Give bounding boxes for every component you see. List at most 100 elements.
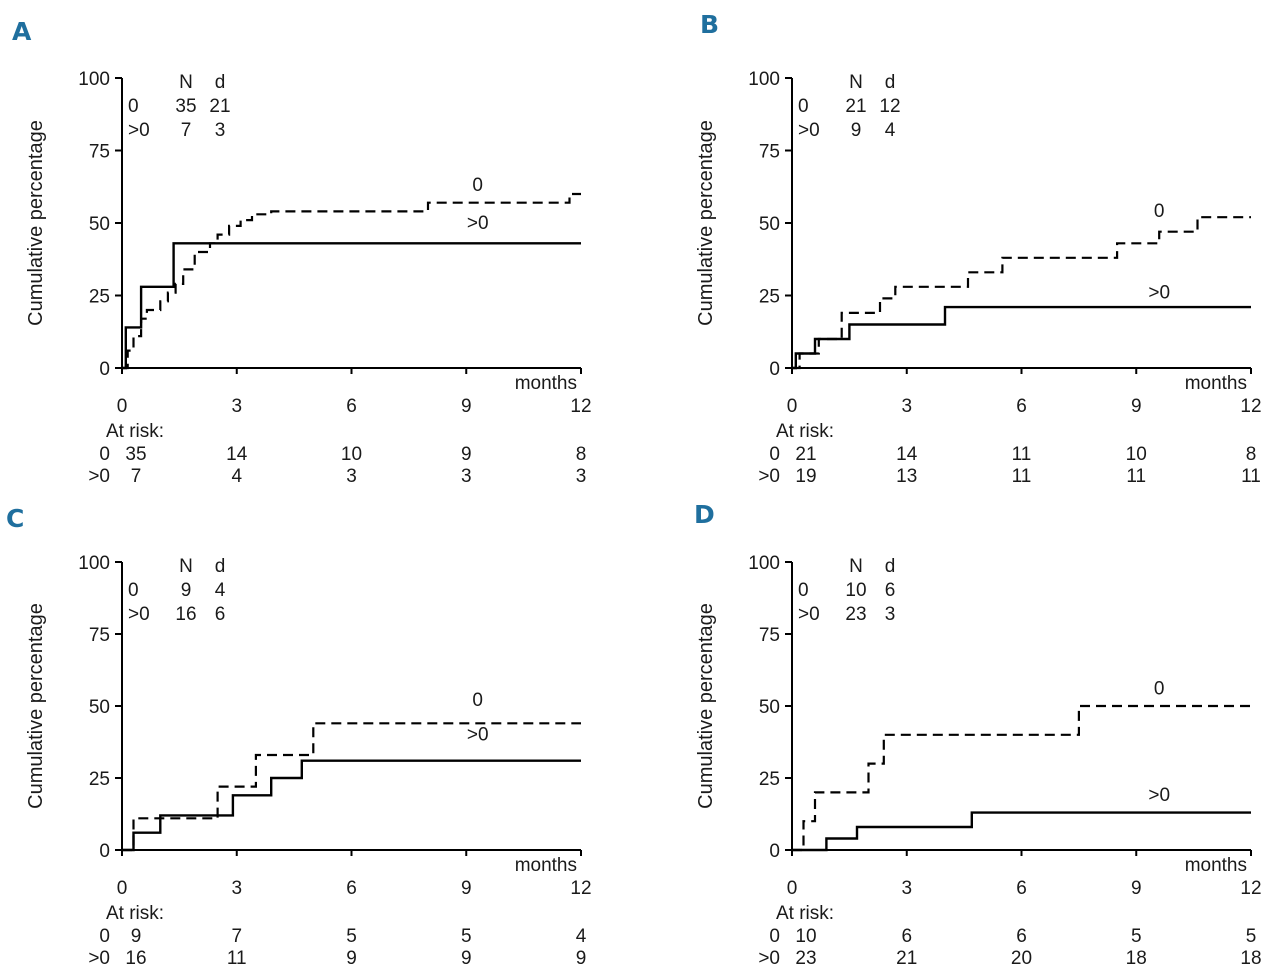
at-risk-value: 14: [896, 444, 918, 465]
legend-n-value: 16: [175, 604, 196, 625]
at-risk-value: 35: [125, 444, 146, 465]
at-risk-value: 3: [346, 466, 357, 487]
at-risk-value: 9: [131, 926, 142, 947]
legend-n-value: 9: [851, 120, 862, 141]
at-risk-title: At risk:: [776, 421, 834, 442]
at-risk-group: >0: [758, 948, 780, 969]
curve-label: >0: [467, 725, 489, 746]
at-risk-value: 5: [346, 926, 357, 947]
y-tick-label: 100: [748, 553, 780, 574]
at-risk-value: 3: [576, 466, 587, 487]
at-risk-value: 9: [346, 948, 357, 969]
curve-group-0-dashed: [792, 216, 1251, 370]
x-tick-label: 6: [1016, 878, 1027, 899]
legend-n-value: 21: [845, 96, 866, 117]
curve-label: 0: [1154, 678, 1165, 699]
legend-group: 0: [128, 96, 139, 117]
curve-label: >0: [467, 213, 489, 234]
at-risk-value: 5: [1246, 926, 1257, 947]
legend-header-d: d: [215, 556, 226, 577]
x-units-label: months: [515, 855, 577, 876]
legend-header-d: d: [885, 72, 896, 93]
legend-header-d: d: [215, 72, 226, 93]
y-tick-label: 25: [89, 769, 110, 790]
legend-d-value: 3: [215, 120, 226, 141]
legend-group: 0: [128, 580, 139, 601]
at-risk-group: 0: [769, 444, 780, 465]
at-risk-value: 9: [461, 444, 472, 465]
y-axis-title: Cumulative percentage: [695, 603, 717, 809]
curve-group-gt0-solid: [122, 759, 581, 852]
at-risk-value: 3: [461, 466, 472, 487]
y-tick-label: 0: [99, 359, 110, 380]
at-risk-value: 18: [1126, 948, 1147, 969]
at-risk-value: 10: [341, 444, 362, 465]
at-risk-value: 9: [576, 948, 587, 969]
y-tick-label: 25: [759, 287, 780, 308]
y-tick-label: 25: [89, 287, 110, 308]
at-risk-value: 7: [231, 926, 242, 947]
at-risk-value: 10: [1126, 444, 1147, 465]
x-tick-label: 0: [787, 878, 798, 899]
y-axis-title: Cumulative percentage: [695, 120, 717, 326]
y-tick-label: 75: [759, 142, 780, 163]
panel-label: A: [12, 17, 32, 46]
legend-n-value: 7: [181, 120, 192, 141]
at-risk-group: 0: [769, 926, 780, 947]
at-risk-group: >0: [88, 948, 110, 969]
at-risk-value: 10: [795, 926, 816, 947]
y-tick-label: 100: [748, 69, 780, 90]
curve-group-gt0-solid: [792, 305, 1251, 370]
curve-label: 0: [1154, 201, 1165, 222]
legend-header-n: N: [849, 556, 863, 577]
legend-group: >0: [128, 604, 150, 625]
at-risk-title: At risk:: [776, 903, 834, 924]
at-risk-group: 0: [99, 926, 110, 947]
legend-group: 0: [798, 96, 809, 117]
x-tick-label: 9: [1131, 396, 1142, 417]
x-tick-label: 12: [570, 396, 591, 417]
curve-group-0-dashed: [792, 704, 1251, 852]
panel-label: D: [694, 500, 715, 529]
at-risk-title: At risk:: [106, 421, 164, 442]
x-units-label: months: [515, 373, 577, 394]
y-tick-label: 50: [759, 214, 780, 235]
x-tick-label: 3: [901, 878, 912, 899]
y-tick-label: 0: [769, 841, 780, 862]
legend-d-value: 4: [885, 120, 896, 141]
at-risk-value: 11: [1012, 444, 1032, 465]
at-risk-value: 8: [576, 444, 587, 465]
y-tick-label: 50: [89, 697, 110, 718]
at-risk-value: 18: [1240, 948, 1261, 969]
x-tick-label: 6: [1016, 396, 1027, 417]
curve-label: 0: [472, 690, 483, 711]
legend-group: >0: [128, 120, 150, 141]
curve-group-0-dashed: [122, 722, 581, 852]
x-tick-label: 3: [901, 396, 912, 417]
curve-label: >0: [1148, 282, 1170, 303]
y-axis-title: Cumulative percentage: [25, 120, 47, 326]
at-risk-value: 19: [795, 466, 816, 487]
at-risk-value: 16: [125, 948, 146, 969]
at-risk-title: At risk:: [106, 903, 164, 924]
x-tick-label: 9: [461, 878, 472, 899]
at-risk-value: 6: [901, 926, 912, 947]
legend-d-value: 6: [885, 580, 896, 601]
x-tick-label: 0: [117, 878, 128, 899]
at-risk-value: 5: [1131, 926, 1142, 947]
curve-group-0-dashed: [122, 192, 581, 370]
y-tick-label: 75: [89, 142, 110, 163]
x-tick-label: 12: [1240, 878, 1261, 899]
legend-d-value: 21: [209, 96, 230, 117]
legend-header-n: N: [179, 72, 193, 93]
at-risk-value: 11: [1241, 466, 1261, 487]
y-tick-label: 100: [78, 69, 110, 90]
legend-n-value: 23: [845, 604, 866, 625]
x-tick-label: 0: [117, 396, 128, 417]
legend-d-value: 3: [885, 604, 896, 625]
at-risk-value: 11: [1126, 466, 1146, 487]
x-tick-label: 0: [787, 396, 798, 417]
